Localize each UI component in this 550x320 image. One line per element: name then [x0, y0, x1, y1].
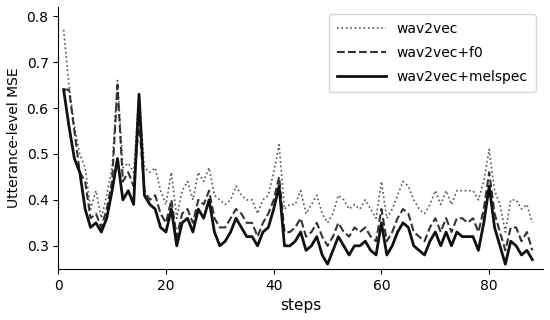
wav2vec: [190, 198, 196, 202]
Legend: wav2vec, wav2vec+f0, wav2vec+melspec: wav2vec, wav2vec+f0, wav2vec+melspec: [329, 14, 536, 92]
wav2vec+f0: [432, 216, 438, 220]
wav2vec+f0: [60, 88, 67, 92]
wav2vec: [502, 230, 509, 234]
Line: wav2vec+f0: wav2vec+f0: [64, 85, 532, 251]
wav2vec+melspec: [71, 156, 78, 160]
X-axis label: steps: steps: [280, 298, 321, 313]
wav2vec+f0: [200, 203, 207, 206]
wav2vec+f0: [195, 198, 202, 202]
wav2vec+f0: [114, 83, 121, 87]
wav2vec: [71, 124, 78, 128]
Line: wav2vec: wav2vec: [64, 30, 532, 232]
Line: wav2vec+melspec: wav2vec+melspec: [64, 90, 532, 264]
wav2vec: [335, 193, 342, 197]
wav2vec: [292, 203, 299, 206]
wav2vec+f0: [502, 249, 509, 252]
wav2vec: [497, 203, 503, 206]
wav2vec+melspec: [195, 207, 202, 211]
wav2vec+melspec: [292, 239, 299, 243]
wav2vec: [60, 28, 67, 32]
wav2vec+melspec: [340, 244, 347, 248]
wav2vec+f0: [529, 249, 536, 252]
wav2vec: [529, 221, 536, 225]
wav2vec+melspec: [60, 88, 67, 92]
wav2vec+melspec: [324, 262, 331, 266]
wav2vec+melspec: [190, 230, 196, 234]
wav2vec+f0: [298, 216, 304, 220]
wav2vec+melspec: [502, 262, 509, 266]
wav2vec+melspec: [529, 258, 536, 261]
wav2vec: [195, 170, 202, 174]
Y-axis label: Utterance-level MSE: Utterance-level MSE: [7, 68, 21, 208]
wav2vec+f0: [340, 230, 347, 234]
wav2vec+f0: [71, 129, 78, 133]
